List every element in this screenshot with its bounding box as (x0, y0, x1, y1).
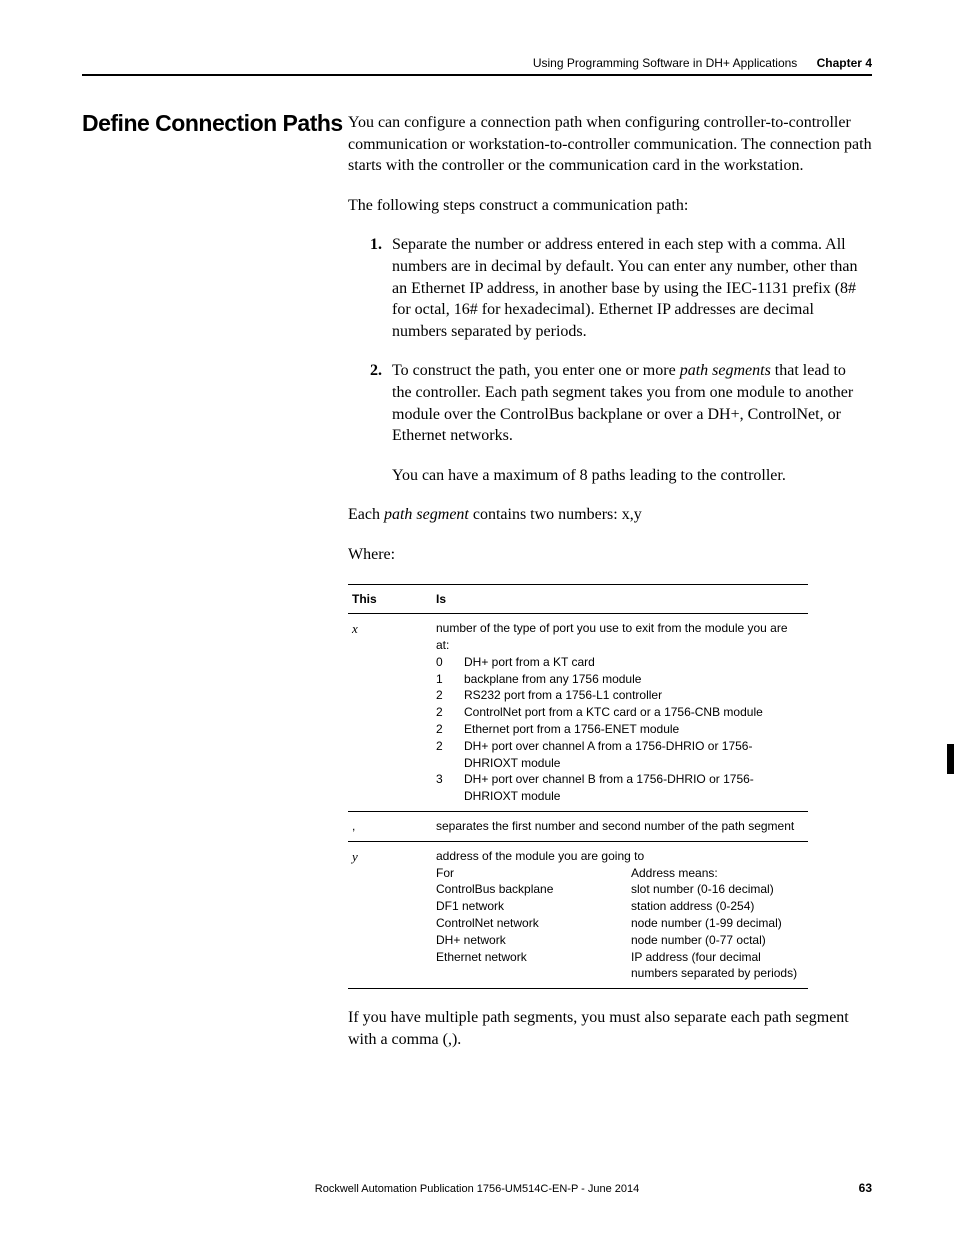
y-cell: address of the module you are going to F… (432, 841, 808, 988)
addr-row: ControlNet networknode number (1-99 deci… (436, 915, 802, 932)
intro-paragraph: You can configure a connection path when… (348, 112, 872, 177)
segment-intro-b: contains two numbers: x,y (469, 506, 642, 523)
col-header-is: Is (432, 584, 808, 614)
table-header-row: This Is (348, 584, 808, 614)
port-number: 3 (436, 771, 464, 805)
header-title: Using Programming Software in DH+ Applic… (533, 56, 797, 70)
header-rule (82, 74, 872, 76)
port-number: 2 (436, 738, 464, 772)
port-description: RS232 port from a 1756-L1 controller (464, 687, 662, 704)
addr-for: DH+ network (436, 932, 631, 949)
port-description: DH+ port over channel A from a 1756-DHRI… (464, 738, 802, 772)
step-2-sub: You can have a maximum of 8 paths leadin… (392, 465, 868, 487)
port-description: DH+ port over channel B from a 1756-DHRI… (464, 771, 802, 805)
segment-intro-a: Each (348, 506, 384, 523)
header-chapter: Chapter 4 (817, 56, 872, 70)
footer-text: Rockwell Automation Publication 1756-UM5… (82, 1183, 872, 1195)
step-2: 2.To construct the path, you enter one o… (370, 360, 872, 486)
table-row-x: x number of the type of port you use to … (348, 614, 808, 812)
segment-intro-em: path segment (384, 506, 469, 523)
port-number: 1 (436, 671, 464, 688)
step-1-number: 1. (370, 234, 392, 256)
port-row: 0DH+ port from a KT card (436, 654, 802, 671)
addr-row: DH+ networknode number (0-77 octal) (436, 932, 802, 949)
x-description: number of the type of port you use to ex… (436, 620, 802, 654)
addr-for: ControlBus backplane (436, 881, 631, 898)
port-row: 1backplane from any 1756 module (436, 671, 802, 688)
steps-intro: The following steps construct a communic… (348, 195, 872, 217)
port-description: Ethernet port from a 1756-ENET module (464, 721, 679, 738)
where-label: Where: (348, 544, 872, 566)
addr-header-row: For Address means: (436, 865, 802, 882)
addr-means: node number (0-77 octal) (631, 932, 802, 949)
comma-description: separates the first number and second nu… (432, 812, 808, 842)
port-number: 0 (436, 654, 464, 671)
addr-for: DF1 network (436, 898, 631, 915)
step-1-body: Separate the number or address entered i… (392, 234, 868, 342)
addr-means: node number (1-99 decimal) (631, 915, 802, 932)
port-description: DH+ port from a KT card (464, 654, 595, 671)
edge-mark (947, 744, 954, 774)
port-number: 2 (436, 687, 464, 704)
addr-header-for: For (436, 865, 631, 882)
step-1: 1.Separate the number or address entered… (370, 234, 872, 342)
addr-means: station address (0-254) (631, 898, 802, 915)
addr-means: IP address (four decimal numbers separat… (631, 949, 802, 983)
addr-for: Ethernet network (436, 949, 631, 983)
y-description: address of the module you are going to (436, 848, 802, 865)
port-number: 2 (436, 704, 464, 721)
port-row: 3DH+ port over channel B from a 1756-DHR… (436, 771, 802, 805)
x-cell: number of the type of port you use to ex… (432, 614, 808, 812)
table-row-comma: , separates the first number and second … (348, 812, 808, 842)
port-number: 2 (436, 721, 464, 738)
addr-list: ControlBus backplaneslot number (0-16 de… (436, 881, 802, 982)
port-description: backplane from any 1756 module (464, 671, 641, 688)
addr-for: ControlNet network (436, 915, 631, 932)
running-header: Using Programming Software in DH+ Applic… (533, 56, 872, 70)
port-row: 2RS232 port from a 1756-L1 controller (436, 687, 802, 704)
page-number: 63 (859, 1181, 872, 1195)
y-variable: y (352, 849, 358, 864)
ports-list: 0DH+ port from a KT card1backplane from … (436, 654, 802, 805)
steps-list: 1.Separate the number or address entered… (370, 234, 872, 486)
x-variable: x (352, 621, 358, 636)
port-row: 2Ethernet port from a 1756-ENET module (436, 721, 802, 738)
path-segment-table: This Is x number of the type of port you… (348, 584, 808, 990)
segment-intro: Each path segment contains two numbers: … (348, 504, 872, 526)
step-2-body: To construct the path, you enter one or … (392, 360, 868, 486)
port-description: ControlNet port from a KTC card or a 175… (464, 704, 763, 721)
addr-header-means: Address means: (631, 865, 802, 882)
addr-row: Ethernet networkIP address (four decimal… (436, 949, 802, 983)
outro-paragraph: If you have multiple path segments, you … (348, 1007, 872, 1050)
addr-row: DF1 networkstation address (0-254) (436, 898, 802, 915)
table-row-y: y address of the module you are going to… (348, 841, 808, 988)
step-2-text-a: To construct the path, you enter one or … (392, 362, 680, 379)
body-column: You can configure a connection path when… (348, 112, 872, 1068)
port-row: 2ControlNet port from a KTC card or a 17… (436, 704, 802, 721)
port-row: 2DH+ port over channel A from a 1756-DHR… (436, 738, 802, 772)
addr-row: ControlBus backplaneslot number (0-16 de… (436, 881, 802, 898)
addr-means: slot number (0-16 decimal) (631, 881, 802, 898)
comma-symbol: , (348, 812, 432, 842)
step-2-emphasis: path segments (680, 362, 771, 379)
step-2-number: 2. (370, 360, 392, 382)
section-heading: Define Connection Paths (82, 110, 343, 137)
col-header-this: This (348, 584, 432, 614)
